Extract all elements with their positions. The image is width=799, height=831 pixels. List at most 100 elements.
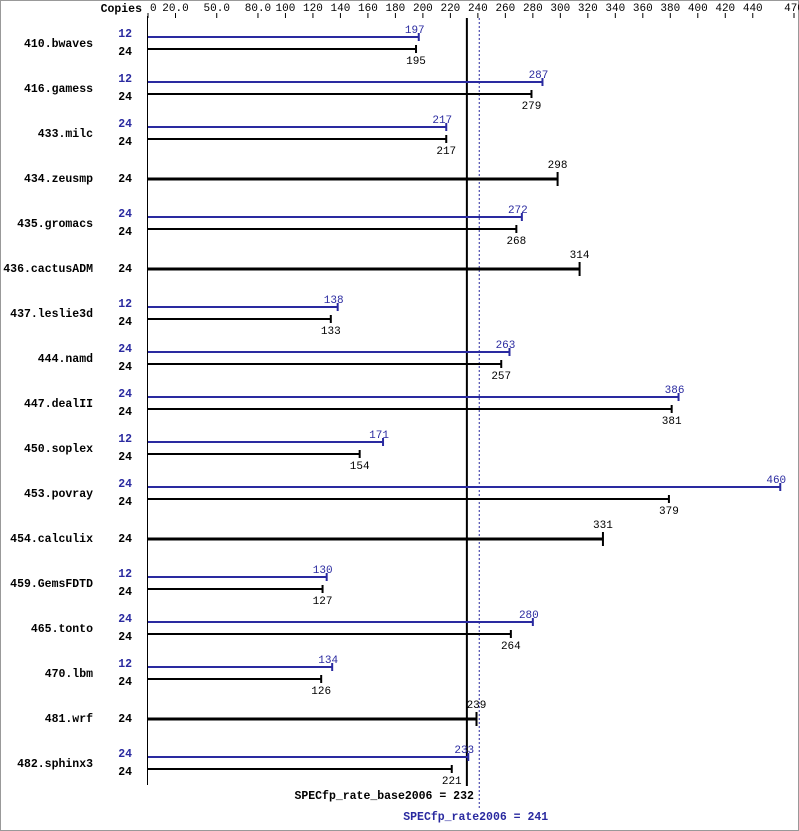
base-value-label: 331 — [593, 520, 613, 532]
benchmark-name: 482.sphinx3 — [17, 758, 93, 771]
copies-header: Copies — [101, 3, 143, 16]
base-copies: 24 — [118, 451, 132, 464]
base-value-label: 279 — [522, 101, 542, 113]
benchmark-name: 410.bwaves — [24, 38, 93, 51]
x-tick-label: 320 — [578, 3, 598, 15]
base-copies: 24 — [118, 586, 132, 599]
x-tick-label: 400 — [688, 3, 708, 15]
base-copies: 24 — [118, 136, 132, 149]
base-copies: 24 — [118, 406, 132, 419]
x-tick-label: 100 — [276, 3, 296, 15]
benchmark-name: 436.cactusADM — [3, 263, 93, 276]
peak-value-label: 460 — [766, 475, 786, 487]
base-value-label: 127 — [313, 596, 333, 608]
base-copies: 24 — [118, 361, 132, 374]
benchmark-name: 435.gromacs — [17, 218, 93, 231]
x-tick-label: 280 — [523, 3, 543, 15]
peak-value-label: 171 — [369, 430, 389, 442]
base-copies: 24 — [118, 713, 132, 726]
base-value-label: 221 — [442, 776, 462, 788]
x-tick-label: 260 — [495, 3, 515, 15]
base-copies: 24 — [118, 676, 132, 689]
x-tick-label: 160 — [358, 3, 378, 15]
base-value-label: 314 — [570, 250, 590, 262]
peak-value-label: 197 — [405, 25, 425, 37]
peak-copies: 12 — [118, 433, 132, 446]
x-tick-label: 360 — [633, 3, 653, 15]
x-tick-label: 300 — [550, 3, 570, 15]
x-tick-label: 470 — [784, 3, 799, 15]
peak-copies: 24 — [118, 208, 132, 221]
x-tick-label: 180 — [385, 3, 405, 15]
base-value-label: 379 — [659, 506, 679, 518]
peak-value-label: 263 — [496, 340, 516, 352]
peak-value-label: 130 — [313, 565, 333, 577]
peak-copies: 24 — [118, 388, 132, 401]
benchmark-name: 459.GemsFDTD — [10, 578, 93, 591]
benchmark-name: 465.tonto — [31, 623, 93, 636]
x-tick-label: 200 — [413, 3, 433, 15]
benchmark-name: 481.wrf — [45, 713, 93, 726]
x-tick-label: 340 — [605, 3, 625, 15]
x-tick-label: 240 — [468, 3, 488, 15]
base-copies: 24 — [118, 316, 132, 329]
x-tick-label: 50.0 — [204, 3, 230, 15]
base-copies: 24 — [118, 173, 132, 186]
peak-copies: 24 — [118, 748, 132, 761]
x-tick-label: 0 — [150, 3, 157, 15]
base-copies: 24 — [118, 631, 132, 644]
peak-copies: 12 — [118, 298, 132, 311]
base-value-label: 195 — [406, 56, 426, 68]
benchmark-name: 447.dealII — [24, 398, 93, 411]
x-tick-label: 140 — [331, 3, 351, 15]
base-copies: 24 — [118, 226, 132, 239]
benchmark-name: 444.namd — [38, 353, 93, 366]
base-copies: 24 — [118, 263, 132, 276]
peak-value-label: 280 — [519, 610, 539, 622]
x-tick-label: 420 — [715, 3, 735, 15]
peak-copies: 24 — [118, 343, 132, 356]
base-value-label: 217 — [436, 146, 456, 158]
peak-value-label: 272 — [508, 205, 528, 217]
peak-copies: 12 — [118, 28, 132, 41]
benchmark-name: 416.gamess — [24, 83, 93, 96]
base-copies: 24 — [118, 91, 132, 104]
base-copies: 24 — [118, 766, 132, 779]
peak-value-label: 233 — [454, 745, 474, 757]
base-value-label: 239 — [467, 700, 487, 712]
peak-copies: 24 — [118, 478, 132, 491]
peak-value-label: 217 — [432, 115, 452, 127]
peak-value-label: 138 — [324, 295, 344, 307]
base-value-label: 298 — [548, 160, 568, 172]
benchmark-name: 470.lbm — [45, 668, 93, 681]
base-value-label: 133 — [321, 326, 341, 338]
base-value-label: 264 — [501, 641, 521, 653]
peak-ref-label: SPECfp_rate2006 = 241 — [403, 811, 548, 824]
base-value-label: 268 — [506, 236, 526, 248]
peak-copies: 12 — [118, 658, 132, 671]
x-tick-label: 220 — [440, 3, 460, 15]
x-tick-label: 380 — [660, 3, 680, 15]
benchmark-name: 434.zeusmp — [24, 173, 93, 186]
peak-value-label: 287 — [529, 70, 549, 82]
peak-value-label: 386 — [665, 385, 685, 397]
peak-value-label: 134 — [318, 655, 338, 667]
x-tick-label: 440 — [743, 3, 763, 15]
benchmark-name: 433.milc — [38, 128, 93, 141]
base-copies: 24 — [118, 533, 132, 546]
base-ref-label: SPECfp_rate_base2006 = 232 — [294, 790, 474, 803]
peak-copies: 24 — [118, 118, 132, 131]
base-value-label: 381 — [662, 416, 682, 428]
x-tick-label: 120 — [303, 3, 323, 15]
x-tick-label: 20.0 — [162, 3, 188, 15]
peak-copies: 12 — [118, 73, 132, 86]
peak-copies: 12 — [118, 568, 132, 581]
x-tick-label: 80.0 — [245, 3, 271, 15]
benchmark-name: 450.soplex — [24, 443, 93, 456]
benchmark-name: 437.leslie3d — [10, 308, 93, 321]
base-copies: 24 — [118, 496, 132, 509]
base-value-label: 257 — [491, 371, 511, 383]
base-copies: 24 — [118, 46, 132, 59]
base-value-label: 154 — [350, 461, 370, 473]
